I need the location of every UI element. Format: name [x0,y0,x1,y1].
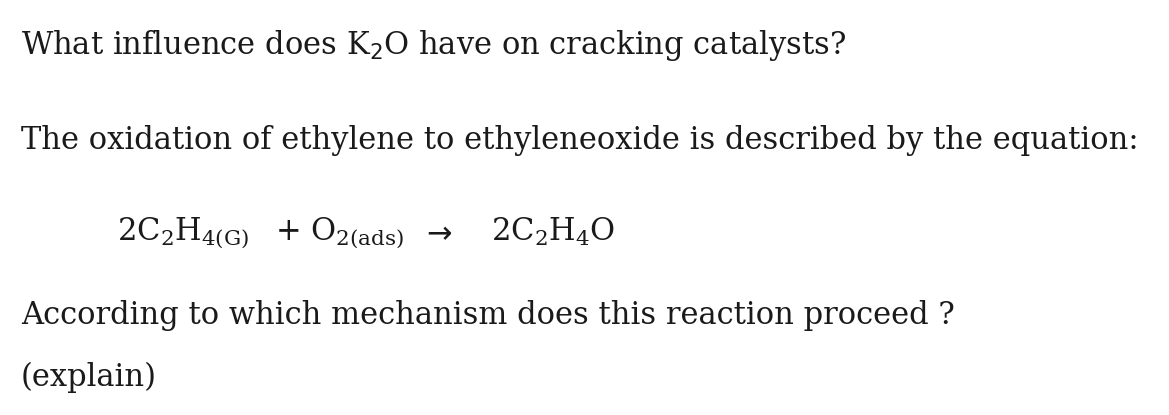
Text: $\rightarrow$: $\rightarrow$ [421,217,452,248]
Text: According to which mechanism does this reaction proceed ?: According to which mechanism does this r… [21,300,955,331]
Text: (explain): (explain) [21,362,157,393]
Text: What influence does K$_2$O have on cracking catalysts?: What influence does K$_2$O have on crack… [21,28,846,63]
Text: $\mathregular{2C_2H_4O}$: $\mathregular{2C_2H_4O}$ [491,216,615,248]
Text: The oxidation of ethylene to ethyleneoxide is described by the equation:: The oxidation of ethylene to ethyleneoxi… [21,125,1139,156]
Text: $\mathregular{2C_2H_{4(G)}}$: $\mathregular{2C_2H_{4(G)}}$ [117,216,249,251]
Text: $\mathregular{+\ O_{2(ads)}}$: $\mathregular{+\ O_{2(ads)}}$ [275,216,403,251]
